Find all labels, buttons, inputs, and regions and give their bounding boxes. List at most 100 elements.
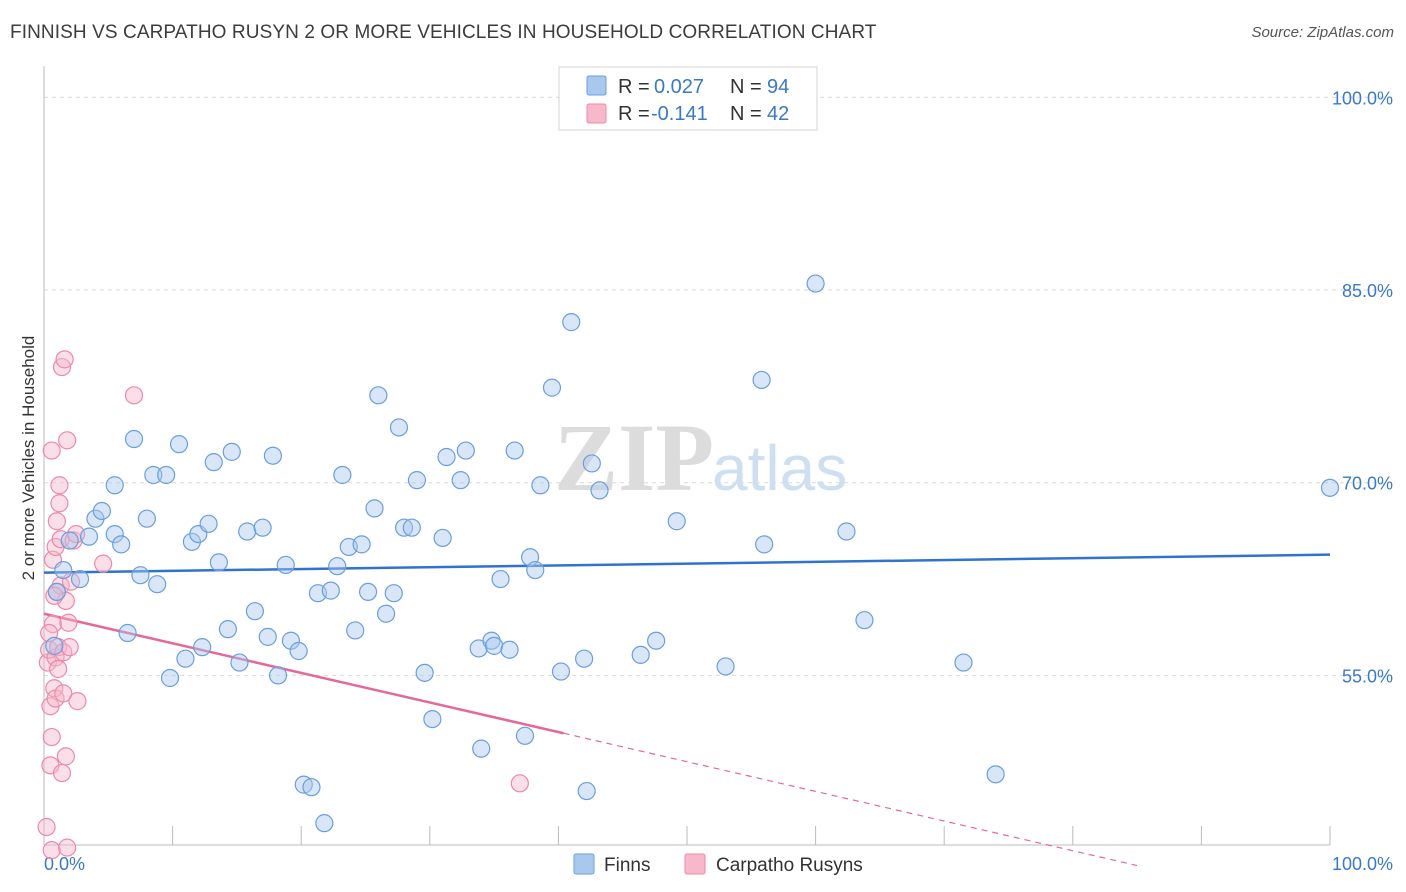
finn-point-87	[806, 274, 825, 293]
finn-point-68	[491, 569, 510, 589]
rusyn-point-25	[56, 747, 75, 766]
finn-point-40	[302, 778, 321, 797]
legend-swatch-rusyns	[586, 103, 607, 124]
finn-point-27	[218, 620, 237, 639]
finn-point-63	[456, 441, 475, 460]
finn-point-90	[954, 653, 973, 672]
y-tick-label-0: 100.0%	[1332, 88, 1393, 108]
rusyn-point-40	[49, 659, 68, 679]
finn-point-78	[575, 649, 594, 668]
finn-point-2	[47, 582, 66, 602]
finn-point-1	[54, 560, 73, 580]
finn-point-16	[148, 575, 167, 594]
rusyn-point-41	[42, 727, 61, 747]
rusyn-point-35	[94, 554, 113, 573]
finn-point-55	[394, 518, 414, 537]
finn-point-59	[423, 709, 442, 729]
finn-point-91	[986, 765, 1005, 784]
legend-bottom-swatch-rusyns	[684, 853, 706, 875]
finn-point-61	[437, 447, 456, 467]
rusyn-point-24	[55, 350, 74, 369]
rusyn-point-8	[43, 614, 63, 634]
finn-point-71	[515, 726, 535, 745]
finn-point-50	[365, 499, 384, 518]
finn-point-15	[144, 465, 163, 485]
finn-point-76	[551, 662, 571, 681]
rusyn-point-34	[68, 692, 87, 711]
finn-point-66	[482, 631, 501, 650]
finn-point-75	[542, 378, 562, 397]
finn-point-65	[472, 739, 491, 758]
trend-line-finns	[43, 553, 1331, 574]
rusyn-point-23	[54, 684, 73, 703]
finn-point-34	[263, 446, 283, 465]
finn-point-77	[562, 313, 581, 332]
x-tick-label-0: 0.0%	[44, 854, 85, 874]
legend-n-value-1: 94	[767, 76, 789, 98]
legend-swatch-finns	[586, 75, 607, 96]
finn-point-45	[333, 465, 352, 485]
watermark: ZIP atlas	[554, 404, 847, 511]
finn-point-62	[451, 471, 470, 490]
finn-point-81	[590, 481, 609, 500]
legend-r-value-2: -0.141	[651, 103, 708, 125]
legend-bottom: Finns Carpatho Rusyns	[573, 853, 863, 876]
finn-point-92	[1320, 478, 1340, 497]
rusyn-point-27	[58, 838, 77, 857]
finn-point-11	[118, 623, 137, 643]
legend-n-value-2: 42	[767, 103, 789, 125]
axes	[43, 66, 1331, 846]
finn-point-84	[667, 512, 686, 531]
finn-point-17	[157, 465, 176, 485]
finn-point-5	[79, 527, 99, 546]
finn-point-57	[407, 471, 427, 490]
finn-point-10	[112, 535, 131, 554]
legend-bottom-label-rusyns: Carpatho Rusyns	[716, 855, 863, 876]
finn-point-60	[433, 528, 452, 548]
finn-point-67	[485, 636, 504, 655]
finn-point-12	[124, 429, 144, 449]
finn-point-35	[268, 666, 288, 685]
finn-point-4	[70, 569, 90, 589]
finn-point-36	[276, 555, 295, 575]
rusyn-point-30	[60, 638, 79, 657]
finn-point-49	[358, 582, 378, 602]
finn-point-48	[352, 535, 371, 554]
finn-point-83	[647, 631, 666, 650]
watermark-atlas: atlas	[712, 432, 847, 504]
legend-r-label-2: R =	[618, 103, 650, 125]
legend-r-label-1: R =	[618, 76, 650, 98]
rusyn-point-17	[50, 476, 69, 495]
finn-point-33	[258, 627, 277, 646]
trend-line-rusyns	[43, 612, 564, 735]
finn-point-88	[837, 522, 856, 541]
finn-point-74	[531, 476, 550, 495]
finn-point-0	[45, 636, 64, 655]
finn-point-69	[500, 640, 519, 659]
finn-point-9	[105, 476, 124, 495]
finn-point-86	[755, 535, 774, 554]
watermark-zip: ZIP	[554, 404, 714, 511]
x-tick-labels: 0.0% 100.0%	[44, 854, 1393, 874]
finn-point-29	[230, 653, 249, 672]
x-tick-label-1: 100.0%	[1332, 854, 1393, 874]
finn-point-25	[204, 453, 223, 472]
chart-title: FINNISH VS CARPATHO RUSYN 2 OR MORE VEHI…	[10, 22, 877, 43]
series-finns	[45, 274, 1340, 833]
finn-point-14	[137, 509, 156, 528]
finn-point-28	[222, 442, 241, 461]
legend-n-label-2: N =	[730, 103, 762, 125]
finn-point-73	[526, 560, 545, 580]
finn-point-20	[176, 649, 195, 668]
finn-point-53	[384, 584, 403, 603]
rusyn-point-0	[37, 817, 56, 837]
finn-point-47	[346, 621, 365, 640]
y-tick-label-3: 55.0%	[1342, 666, 1393, 686]
legend-r-value-1: 0.027	[654, 76, 704, 98]
rusyn-point-13	[47, 512, 66, 531]
rusyn-point-6	[42, 441, 61, 460]
series-carpatho-rusyns	[37, 350, 529, 860]
finn-point-30	[238, 522, 257, 541]
finn-point-38	[289, 641, 308, 661]
finn-point-23	[193, 638, 212, 657]
